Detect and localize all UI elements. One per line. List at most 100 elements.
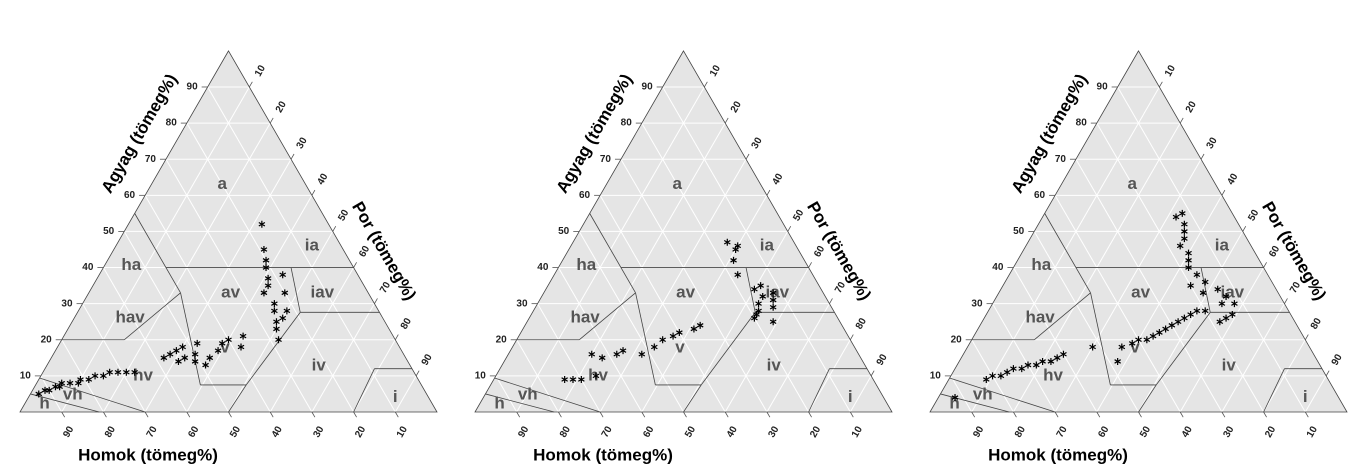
por-tick-label: 30 (750, 135, 765, 151)
region-label: av (676, 282, 695, 301)
region-boundary (1044, 213, 1091, 294)
grid-line (1221, 303, 1285, 413)
data-point (1174, 318, 1182, 326)
data-point (1156, 329, 1163, 337)
tick-mark (1221, 411, 1226, 418)
data-point (275, 336, 282, 344)
data-point (690, 325, 698, 333)
por-tick-label: 30 (1205, 135, 1220, 151)
homok-tick-label: 10 (850, 424, 865, 440)
data-point (283, 307, 291, 315)
data-point (1181, 235, 1188, 243)
region-boundary (1033, 292, 1091, 341)
agyag-tick-label: 20 (496, 334, 508, 345)
agyag-tick-label: 90 (187, 82, 199, 93)
agyag-tick-label: 20 (41, 334, 53, 345)
data-point (1018, 365, 1026, 373)
data-point (951, 394, 959, 402)
region-label: iv (767, 356, 782, 375)
grid-line (516, 339, 559, 413)
tick-mark (374, 298, 378, 304)
data-point (214, 347, 222, 355)
grid-line (1054, 195, 1181, 413)
data-point (114, 368, 122, 376)
homok-axis-title: Homok (tömeg%) (533, 445, 673, 464)
region-label: i (1303, 387, 1308, 406)
tick-mark (332, 226, 337, 232)
ternary-chart: 10 20 30 40 50 60 70 80 90 10 20 30 40 50 60 70 80 90 90 80… (19, 50, 438, 464)
region-boundary (1090, 292, 1111, 385)
region-boundary (30, 393, 100, 413)
grid-line (849, 375, 872, 413)
homok-tick-label: 20 (353, 424, 368, 440)
data-point (1010, 365, 1017, 373)
data-point (262, 264, 270, 272)
tick-mark (353, 262, 357, 268)
grid-line (1304, 375, 1327, 413)
grid-line (950, 375, 973, 413)
data-point (650, 343, 658, 351)
data-point (260, 289, 268, 297)
data-point (262, 256, 270, 264)
grid-line (992, 303, 1056, 413)
grid-line (599, 158, 747, 413)
homok-tick-label: 50 (228, 424, 243, 440)
homok-tick-label: 70 (600, 424, 615, 440)
region-label: vh (973, 385, 993, 404)
grid-line (1117, 86, 1306, 413)
homok-axis-title: Homok (tömeg%) (988, 445, 1128, 464)
tick-mark (1138, 411, 1142, 418)
data-point (66, 379, 74, 387)
region-label: iav (1221, 282, 1245, 301)
data-point (734, 242, 742, 250)
region-boundary (578, 292, 636, 341)
data-point (1178, 209, 1186, 217)
data-point (1187, 282, 1194, 290)
data-point (1143, 336, 1151, 344)
data-point (619, 347, 627, 355)
agyag-tick-label: 60 (579, 190, 591, 201)
agyag-tick-label: 90 (642, 82, 654, 93)
region-label: a (673, 174, 683, 193)
agyag-tick-label: 10 (475, 371, 487, 382)
data-point (592, 372, 600, 380)
tick-mark (1304, 334, 1309, 340)
por-tick-label: 50 (336, 208, 351, 224)
data-point (723, 238, 731, 246)
data-point (1089, 343, 1096, 351)
region-label: av (221, 282, 240, 301)
data-point (264, 282, 272, 290)
agyag-tick-label: 70 (145, 154, 157, 165)
data-point (675, 329, 683, 337)
data-point (1024, 361, 1032, 369)
por-tick-label: 80 (399, 316, 414, 332)
por-tick-label: 40 (1225, 171, 1240, 187)
data-point (1187, 310, 1194, 318)
region-label: i (848, 387, 853, 406)
tick-mark (290, 153, 295, 160)
por-tick-label: 20 (729, 99, 744, 115)
data-point (193, 339, 201, 347)
tick-mark (641, 411, 646, 418)
por-tick-label: 70 (1288, 280, 1303, 296)
agyag-tick-label: 60 (1034, 190, 1046, 201)
region-label: i (393, 387, 398, 406)
data-point (588, 350, 596, 358)
tick-mark (704, 81, 708, 88)
data-point (202, 361, 209, 369)
data-point (258, 220, 266, 228)
grid-line (207, 86, 396, 413)
agyag-tick-label: 80 (166, 118, 178, 129)
data-point (100, 372, 107, 380)
tick-mark (808, 262, 812, 268)
grid-line (123, 231, 229, 413)
data-point (173, 347, 180, 355)
triangle-border (19, 50, 438, 413)
tick-mark (1200, 153, 1205, 160)
data-point (769, 318, 777, 326)
data-point (1185, 249, 1192, 257)
homok-tick-label: 80 (1013, 424, 1028, 440)
agyag-tick-label: 30 (61, 298, 73, 309)
tick-mark (766, 411, 771, 418)
agyag-tick-label: 50 (558, 226, 570, 237)
